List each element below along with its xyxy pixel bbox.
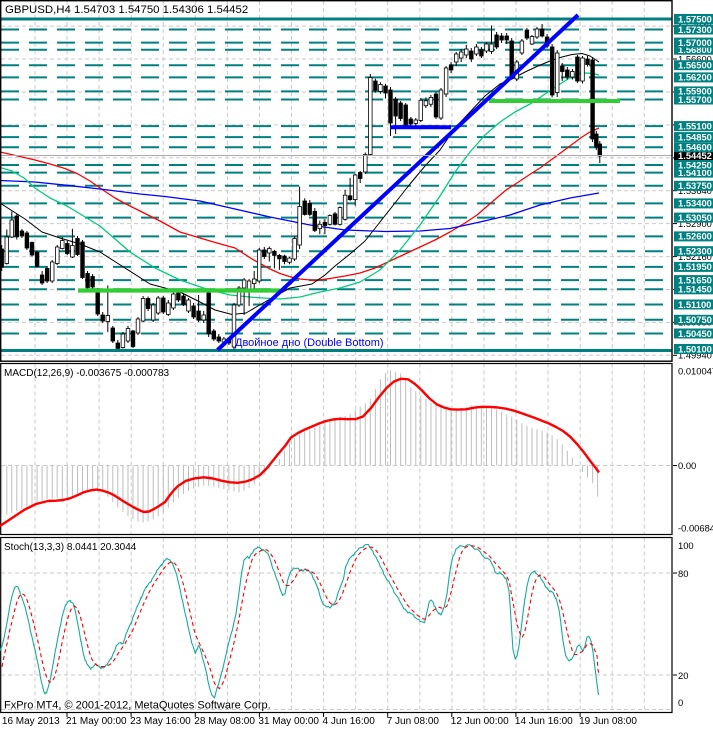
svg-text:1.52900: 1.52900 — [678, 218, 712, 229]
svg-text:1.53050: 1.53050 — [678, 212, 712, 223]
svg-text:1.50100: 1.50100 — [678, 343, 712, 354]
svg-text:1.50750: 1.50750 — [678, 314, 712, 325]
svg-text:1.57500: 1.57500 — [678, 13, 712, 24]
svg-text:1.56800: 1.56800 — [678, 44, 712, 55]
svg-text:1.51100: 1.51100 — [678, 299, 711, 310]
svg-text:1.56200: 1.56200 — [678, 72, 712, 83]
svg-text:MACD(12,26,9) -0.003675 -0.000: MACD(12,26,9) -0.003675 -0.000783 — [4, 368, 170, 379]
svg-text:1.54850: 1.54850 — [678, 131, 712, 142]
svg-text:23 May 16:00: 23 May 16:00 — [130, 716, 191, 727]
svg-text:1.50450: 1.50450 — [678, 328, 712, 339]
svg-text:20: 20 — [678, 670, 688, 681]
svg-text:1.53750: 1.53750 — [678, 180, 712, 191]
svg-text:7 Jun 08:00: 7 Jun 08:00 — [387, 716, 440, 727]
svg-text:12 Jun 00:00: 12 Jun 00:00 — [451, 716, 509, 727]
svg-text:1.55900: 1.55900 — [678, 86, 712, 97]
svg-text:1.51650: 1.51650 — [678, 274, 712, 285]
svg-text:-0.006845: -0.006845 — [678, 523, 713, 534]
svg-text:80: 80 — [678, 568, 688, 579]
svg-text:1.54600: 1.54600 — [678, 142, 712, 153]
svg-text:1.53400: 1.53400 — [678, 198, 712, 209]
svg-text:1.56500: 1.56500 — [678, 60, 712, 71]
svg-text:1.52600: 1.52600 — [678, 231, 712, 242]
svg-text:0.010047: 0.010047 — [678, 366, 713, 377]
svg-text:19 Jun 08:00: 19 Jun 08:00 — [579, 716, 637, 727]
svg-text:28 May 08:00: 28 May 08:00 — [194, 716, 255, 727]
svg-text:1.55100: 1.55100 — [678, 120, 712, 131]
svg-text:1.54452: 1.54452 — [678, 150, 712, 161]
svg-text:1.54250: 1.54250 — [678, 159, 712, 170]
svg-text:31 May 00:00: 31 May 00:00 — [258, 716, 319, 727]
svg-text:FxPro MT4, © 2001-2012, MetaQu: FxPro MT4, © 2001-2012, MetaQuotes Softw… — [4, 700, 271, 712]
svg-text:100: 100 — [678, 540, 694, 551]
svg-text:16 May 2013: 16 May 2013 — [2, 716, 60, 727]
svg-text:1.49940: 1.49940 — [678, 350, 712, 361]
svg-text:0: 0 — [678, 697, 683, 708]
svg-text:1.56600: 1.56600 — [678, 53, 712, 64]
svg-text:1.52160: 1.52160 — [678, 251, 712, 262]
svg-text:Stoch(13,3,3) 8.0441 20.3044: Stoch(13,3,3) 8.0441 20.3044 — [4, 542, 137, 553]
svg-text:21 May 00:00: 21 May 00:00 — [66, 716, 127, 727]
svg-text:1.51450: 1.51450 — [678, 284, 712, 295]
svg-text:1.54100: 1.54100 — [678, 167, 712, 178]
svg-text:1.55700: 1.55700 — [678, 94, 712, 105]
svg-text:4 Jun 16:00: 4 Jun 16:00 — [323, 716, 376, 727]
svg-text:1.57300: 1.57300 — [678, 24, 712, 35]
svg-text:1.51950: 1.51950 — [678, 261, 712, 272]
svg-text:14 Jun 16:00: 14 Jun 16:00 — [515, 716, 573, 727]
svg-text:1.52300: 1.52300 — [678, 246, 712, 257]
svg-text:Двойное дно (Double Bottom): Двойное дно (Double Bottom) — [235, 337, 384, 349]
svg-text:1.57000: 1.57000 — [678, 37, 712, 48]
svg-text:0.00: 0.00 — [678, 460, 696, 471]
svg-text:GBPUSD,H4 1.54703 1.54750 1.5: GBPUSD,H4 1.54703 1.54750 1.54306 1.5445… — [5, 4, 248, 16]
